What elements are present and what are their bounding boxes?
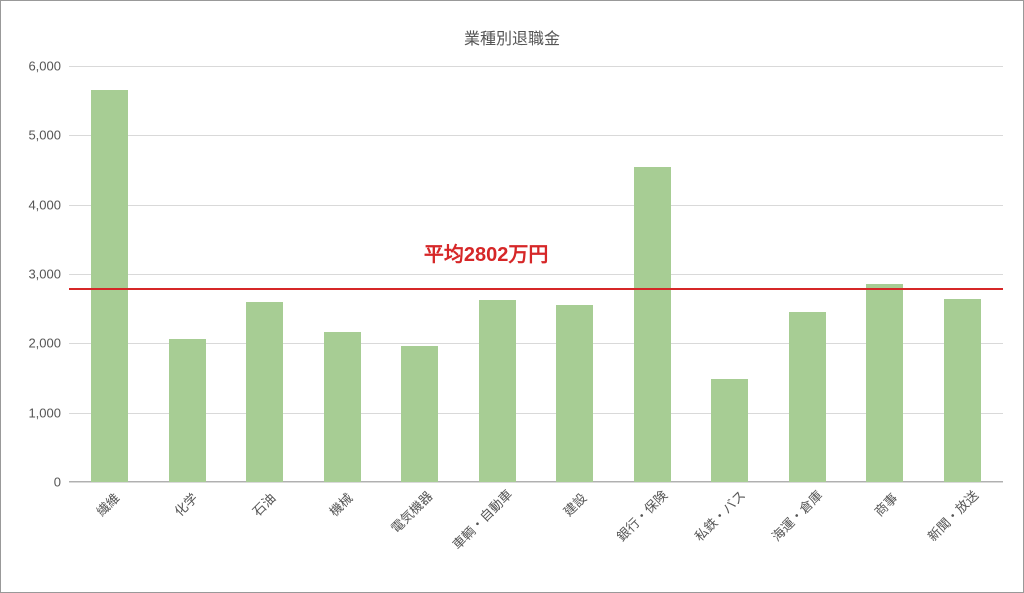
x-tick-label: 車輌・自動車 [447, 484, 516, 553]
average-reference-label: 平均2802万円 [424, 238, 549, 267]
x-tick-label: 化学 [169, 488, 201, 520]
x-tick-label: 銀行・保険 [611, 485, 670, 544]
x-axis-labels: 繊維化学石油機械電気機器車輌・自動車建設銀行・保険私鉄・バス海運・倉庫商事新聞・… [69, 482, 1003, 592]
bars-group [69, 66, 1003, 482]
x-tick-label: 繊維 [91, 488, 123, 520]
x-label-slot: 電気機器 [380, 482, 458, 592]
x-tick-label: 商事 [870, 488, 902, 520]
x-tick-label: 新聞・放送 [923, 485, 982, 544]
y-tick-label: 1,000 [28, 405, 61, 420]
x-label-slot: 商事 [847, 482, 925, 592]
bar [246, 302, 283, 482]
x-tick-label: 私鉄・バス [689, 485, 748, 544]
bar-slot [304, 66, 382, 482]
bar-slot [691, 66, 769, 482]
x-tick-label: 石油 [247, 488, 279, 520]
bar-slot [149, 66, 227, 482]
bar-slot [846, 66, 924, 482]
x-label-slot: 海運・倉庫 [769, 482, 847, 592]
bar [324, 332, 361, 482]
bar [556, 305, 593, 482]
bar [169, 339, 206, 482]
bar [401, 346, 438, 482]
y-tick-label: 6,000 [28, 59, 61, 74]
bar-slot [226, 66, 304, 482]
x-label-slot: 繊維 [69, 482, 147, 592]
chart-title: 業種別退職金 [1, 1, 1023, 57]
bar-slot [71, 66, 149, 482]
bar-slot [769, 66, 847, 482]
x-label-slot: 新聞・放送 [925, 482, 1003, 592]
bar [711, 379, 748, 482]
y-tick-label: 5,000 [28, 128, 61, 143]
bar [479, 300, 516, 482]
x-tick-label: 電気機器 [386, 486, 436, 536]
x-label-slot: 化学 [147, 482, 225, 592]
bar [866, 284, 903, 482]
x-label-slot: 機械 [302, 482, 380, 592]
y-tick-label: 0 [54, 475, 61, 490]
average-reference-line [69, 288, 1003, 290]
bar [91, 90, 128, 482]
bar-slot [924, 66, 1002, 482]
bar-slot [614, 66, 692, 482]
bar [634, 167, 671, 482]
bar [789, 312, 826, 482]
x-tick-label: 海運・倉庫 [767, 485, 826, 544]
bar-slot [459, 66, 537, 482]
x-label-slot: 車輌・自動車 [458, 482, 536, 592]
x-label-slot: 私鉄・バス [692, 482, 770, 592]
x-label-slot: 石油 [225, 482, 303, 592]
x-label-slot: 建設 [536, 482, 614, 592]
x-label-slot: 銀行・保険 [614, 482, 692, 592]
y-tick-label: 4,000 [28, 197, 61, 212]
plot-area: 01,0002,0003,0004,0005,0006,000 平均2802万円 [69, 66, 1003, 482]
chart-container: 業種別退職金 01,0002,0003,0004,0005,0006,000 平… [0, 0, 1024, 593]
x-tick-label: 建設 [558, 488, 590, 520]
bar [944, 299, 981, 482]
y-tick-label: 2,000 [28, 336, 61, 351]
bar-slot [381, 66, 459, 482]
x-tick-label: 機械 [325, 488, 357, 520]
bar-slot [536, 66, 614, 482]
y-tick-label: 3,000 [28, 267, 61, 282]
